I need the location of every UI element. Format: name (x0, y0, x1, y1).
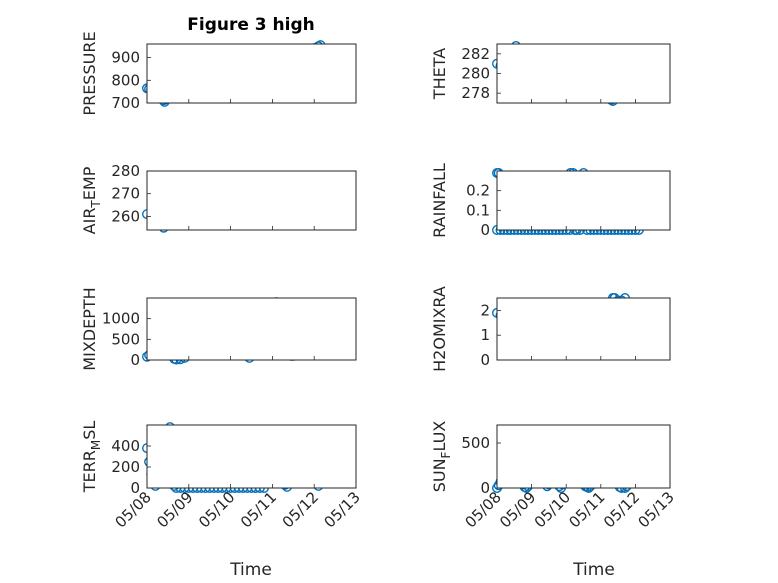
rainfall-axes-box (496, 170, 671, 231)
theta-axes-box (496, 43, 671, 104)
terr_msl-ytick-label: 200 (111, 458, 140, 476)
h2omixra-axes-box (496, 297, 671, 361)
theta-ylabel: THETA (430, 48, 449, 100)
terr_msl-xtick-label: 05/11 (237, 488, 280, 531)
pressure-ytick-label: 900 (111, 49, 140, 67)
mixdepth-ylabel: MIXDEPTH (80, 287, 99, 370)
terr_msl-xtick-label: 05/09 (153, 488, 196, 531)
terr_msl-panel: 020040005/0805/0905/1005/1105/1205/13TER… (80, 421, 364, 532)
h2omixra-ytick-label: 1 (480, 326, 490, 344)
sun_flux-ytick-label: 500 (461, 434, 490, 452)
air_temp-ylabel: AIRTEMP (80, 166, 103, 234)
terr_msl-ylabel: TERRMSL (80, 421, 103, 494)
sun_flux-xtick-label: 05/10 (531, 488, 574, 531)
sun_flux-ytick-label: 0 (480, 479, 490, 497)
sun_flux-ylabel: SUNFLUX (430, 421, 453, 493)
mixdepth-ytick-label: 500 (111, 330, 140, 348)
h2omixra-ytick-label: 0 (480, 351, 490, 369)
sun_flux-panel: 050005/0805/0905/1005/1105/1205/13SUNFLU… (430, 421, 678, 532)
terr_msl-axes-box (146, 424, 357, 489)
terr_msl-ytick-label: 0 (130, 479, 140, 497)
mixdepth-ytick-label: 1000 (102, 310, 140, 328)
rainfall-panel: 0 0.10.2 RAINFALL (430, 163, 671, 239)
mixdepth-ytick-label: 0 (130, 351, 140, 369)
x-axis-label-left: Time (229, 560, 272, 580)
pressure-ytick-label: 700 (111, 94, 140, 112)
h2omixra-panel: 0 1 2 H2OMIXRA (430, 286, 671, 372)
theta-ytick-label: 280 (461, 65, 490, 83)
pressure-axes-box (146, 43, 357, 104)
sun_flux-xtick-label: 05/12 (600, 488, 643, 531)
rainfall-ytick-label: 0.1 (466, 201, 490, 219)
terr_msl-ytick-label: 400 (111, 437, 140, 455)
sun_flux-axes-box (496, 424, 671, 489)
sun_flux-xtick-label: 05/11 (565, 488, 608, 531)
rainfall-ylabel: RAINFALL (430, 163, 449, 238)
terr_msl-xtick-label: 05/10 (195, 488, 238, 531)
pressure-ylabel: PRESSURE (80, 31, 99, 115)
pressure-ytick-label: 800 (111, 71, 140, 89)
h2omixra-ytick-label: 2 (480, 301, 490, 319)
rainfall-ytick-label: 0.2 (466, 182, 490, 200)
mixdepth-axes-box (146, 297, 357, 361)
figure-title: Figure 3 high (187, 15, 315, 35)
rainfall-ytick-label: 0 (480, 221, 490, 239)
air_temp-ytick-label: 260 (111, 207, 140, 225)
air_temp-ytick-label: 280 (111, 162, 140, 180)
theta-ytick-label: 282 (461, 45, 490, 63)
theta-ytick-label: 278 (461, 84, 490, 102)
sun_flux-xtick-label: 05/13 (635, 488, 678, 531)
x-axis-label-right: Time (572, 560, 615, 580)
air_temp-panel: 260 270 280 AIRTEMP (80, 162, 357, 234)
terr_msl-xtick-label: 05/12 (279, 488, 322, 531)
sun_flux-xtick-label: 05/09 (496, 488, 539, 531)
air_temp-ytick-label: 270 (111, 185, 140, 203)
pressure-panel: 700 800 900 PRESSURE (80, 31, 357, 116)
terr_msl-xtick-label: 05/13 (321, 488, 364, 531)
air_temp-axes-box (146, 170, 357, 231)
h2omixra-ylabel: H2OMIXRA (430, 286, 449, 372)
